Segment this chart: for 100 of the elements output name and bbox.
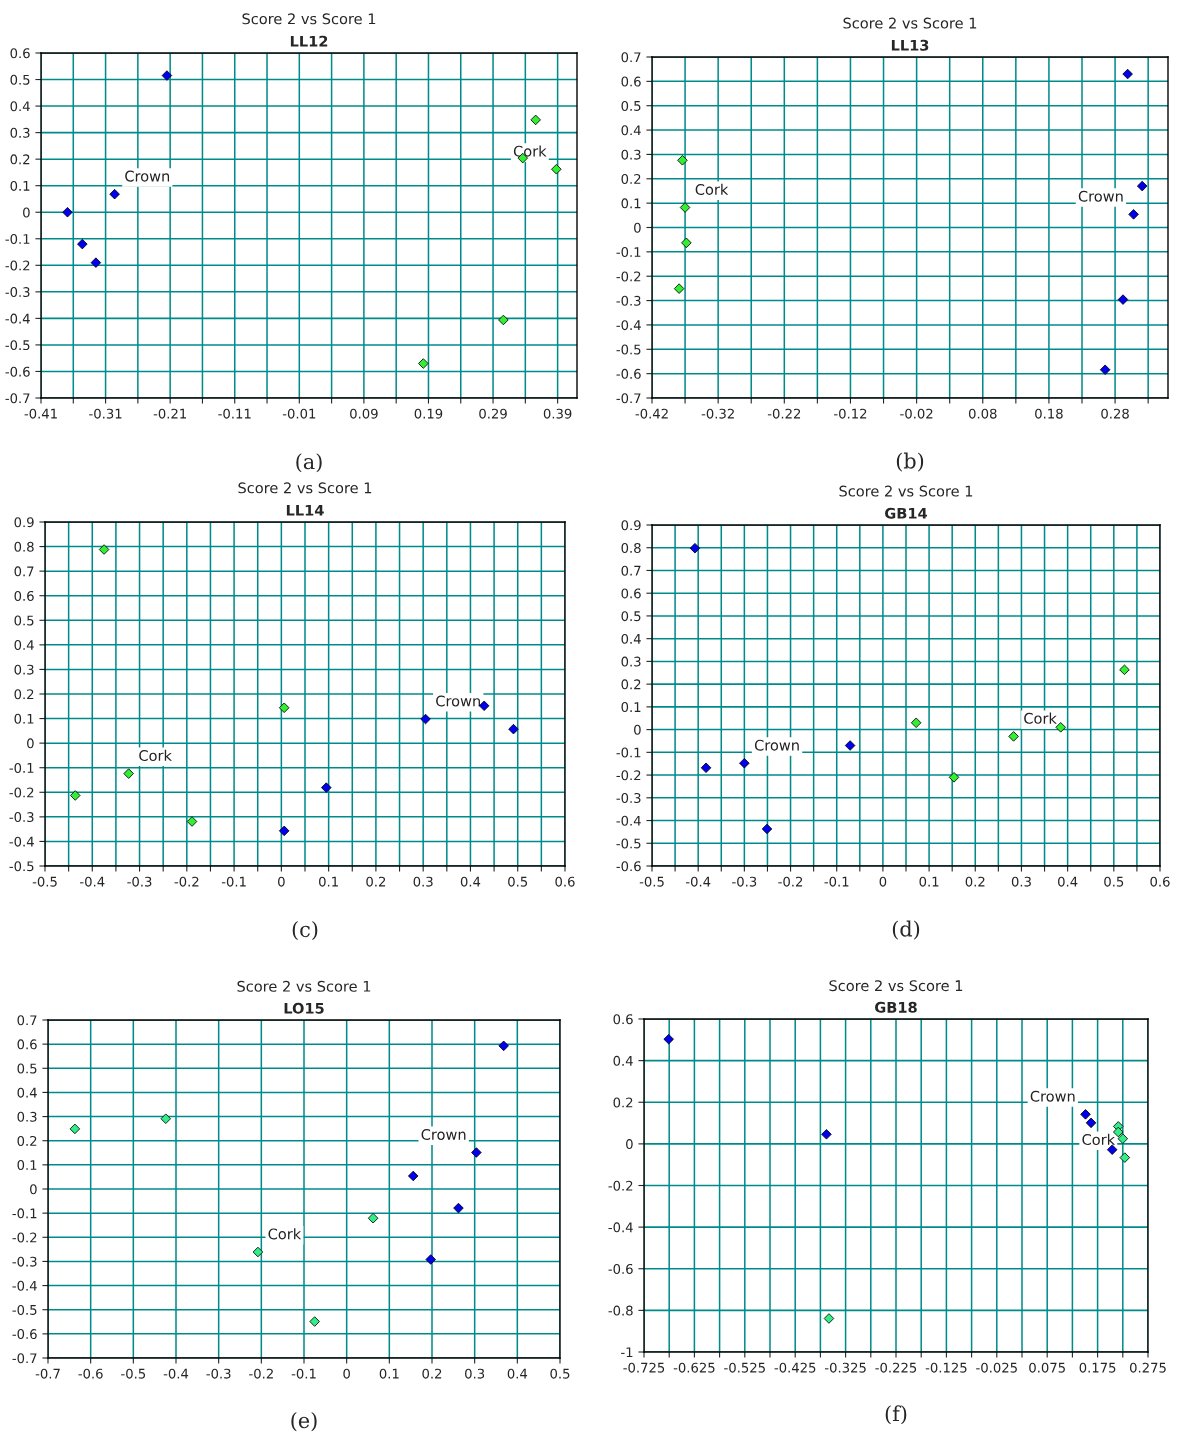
y-tick-label: -0.1	[616, 247, 641, 258]
chart-title: Score 2 vs Score 1	[238, 482, 372, 494]
y-tick-label: -0.6	[12, 1329, 37, 1340]
series-label: Cork	[1082, 1133, 1116, 1146]
x-tick-label: -0.4	[685, 876, 711, 887]
x-tick-label: 0.1	[919, 876, 939, 887]
y-tick-label: -0.7	[5, 393, 30, 404]
x-tick-label: -0.325	[824, 1362, 866, 1373]
y-tick-label: -0.2	[616, 770, 641, 781]
x-tick-label: 0.5	[550, 1368, 570, 1379]
y-tick-label: -0.4	[616, 815, 641, 826]
y-tick-label: -0.1	[12, 1208, 37, 1219]
y-tick-label: -0.4	[9, 836, 34, 847]
y-tick-label: 0.3	[17, 1111, 37, 1122]
x-tick-label: 0.4	[507, 1368, 528, 1379]
y-tick-label: -0.2	[5, 260, 30, 271]
y-tick-label: -1	[621, 1347, 633, 1358]
y-tick-label: 0.6	[14, 590, 34, 601]
x-tick-label: -0.32	[701, 408, 734, 419]
x-tick-label: 0	[278, 876, 285, 887]
y-tick-label: 0.1	[10, 180, 30, 191]
y-tick-label: -0.5	[616, 838, 641, 849]
y-tick-label: -0.8	[608, 1305, 633, 1316]
y-tick-label: -0.7	[616, 393, 641, 404]
y-tick-label: 0.2	[10, 154, 30, 165]
series-label: Cork	[1024, 712, 1057, 724]
x-tick-label: -0.1	[824, 876, 849, 887]
y-tick-label: -0.2	[9, 787, 34, 798]
y-tick-label: 0.6	[621, 588, 641, 599]
x-tick-label: -0.3	[127, 876, 152, 887]
y-tick-label: 0.4	[10, 101, 30, 112]
text: (c)	[292, 921, 318, 941]
x-tick-label: -0.625	[673, 1362, 715, 1373]
x-tick-label: -0.4	[80, 876, 105, 887]
y-tick-label: 0.4	[613, 1055, 633, 1066]
y-tick-label: -0.3	[616, 793, 641, 803]
y-tick-label: 0.6	[621, 76, 641, 87]
x-tick-label: 0.2	[965, 876, 985, 887]
series-label: Crown	[754, 739, 799, 751]
y-tick-label: 0	[23, 207, 30, 218]
x-tick-label: 0.1	[319, 876, 338, 887]
x-tick-label: -0.11	[218, 408, 251, 419]
x-tick-label: 0.5	[508, 876, 528, 887]
y-tick-label: 0.8	[621, 542, 641, 553]
series-label: Cork	[695, 183, 729, 195]
y-tick-label: 0.8	[14, 541, 34, 552]
series-label: Crown	[125, 170, 170, 182]
y-tick-label: 0.9	[621, 520, 641, 531]
x-tick-label: 0.3	[413, 876, 433, 887]
chart-subtitle: LL14	[286, 504, 324, 516]
y-tick-label: 0	[634, 724, 641, 735]
x-tick-label: 0.175	[1079, 1362, 1116, 1373]
x-tick-label: 0.19	[414, 408, 443, 419]
y-tick-label: -0.4	[12, 1280, 37, 1291]
y-tick-label: 0.6	[17, 1039, 37, 1050]
chart-subtitle: GB18	[875, 1001, 917, 1013]
x-tick-label: -0.2	[249, 1368, 273, 1379]
x-tick-label: -0.725	[623, 1362, 665, 1373]
y-tick-label: 0.1	[621, 198, 641, 209]
x-tick-label: -0.31	[89, 408, 122, 419]
y-tick-label: 0.6	[10, 48, 30, 59]
y-tick-label: 0.3	[621, 149, 641, 160]
y-tick-label: 0.4	[621, 633, 641, 644]
y-tick-label: 0.6	[613, 1014, 633, 1025]
y-tick-label: -0.5	[616, 344, 641, 355]
chart-title: Score 2 vs Score 1	[839, 485, 973, 497]
y-tick-label: -0.1	[616, 747, 641, 758]
x-tick-label: 0.09	[350, 408, 378, 419]
chart-title: Score 2 vs Score 1	[242, 13, 376, 25]
y-tick-label: 0.1	[14, 713, 34, 724]
series-label: Cork	[139, 749, 172, 762]
x-tick-label: -0.5	[121, 1368, 146, 1379]
x-tick-label: 0.1	[379, 1368, 399, 1379]
x-tick-label: -0.2	[174, 876, 199, 887]
y-tick-label: 0.9	[14, 517, 34, 528]
y-tick-label: 0.4	[14, 640, 34, 651]
chart-subtitle: LL12	[290, 35, 328, 47]
y-tick-label: -0.6	[5, 366, 30, 377]
chart-title: Score 2 vs Score 1	[237, 980, 371, 992]
x-tick-label: -0.1	[221, 876, 246, 887]
y-tick-label: 0.4	[17, 1087, 37, 1098]
x-tick-label: 0.29	[479, 408, 507, 419]
y-tick-label: -0.6	[616, 368, 641, 379]
x-tick-label: -0.01	[282, 408, 316, 419]
y-tick-label: 0.3	[14, 664, 34, 675]
y-tick-label: -0.6	[616, 861, 641, 872]
x-tick-label: -0.22	[767, 408, 801, 419]
y-tick-label: 0	[27, 738, 34, 749]
x-tick-label: 0.2	[366, 876, 386, 887]
x-tick-label: 0	[343, 1368, 350, 1379]
y-tick-label: 0.5	[621, 100, 641, 111]
x-tick-label: -0.1	[291, 1368, 316, 1379]
x-tick-label: 0	[879, 876, 887, 887]
y-tick-label: -0.4	[608, 1222, 633, 1233]
x-tick-label: -0.525	[724, 1362, 765, 1373]
x-tick-label: 0.08	[968, 408, 997, 419]
x-tick-label: 0.6	[1150, 876, 1170, 887]
y-tick-label: 0	[626, 1139, 633, 1150]
x-tick-label: 0.275	[1129, 1362, 1166, 1373]
series-label: Cork	[513, 145, 547, 157]
